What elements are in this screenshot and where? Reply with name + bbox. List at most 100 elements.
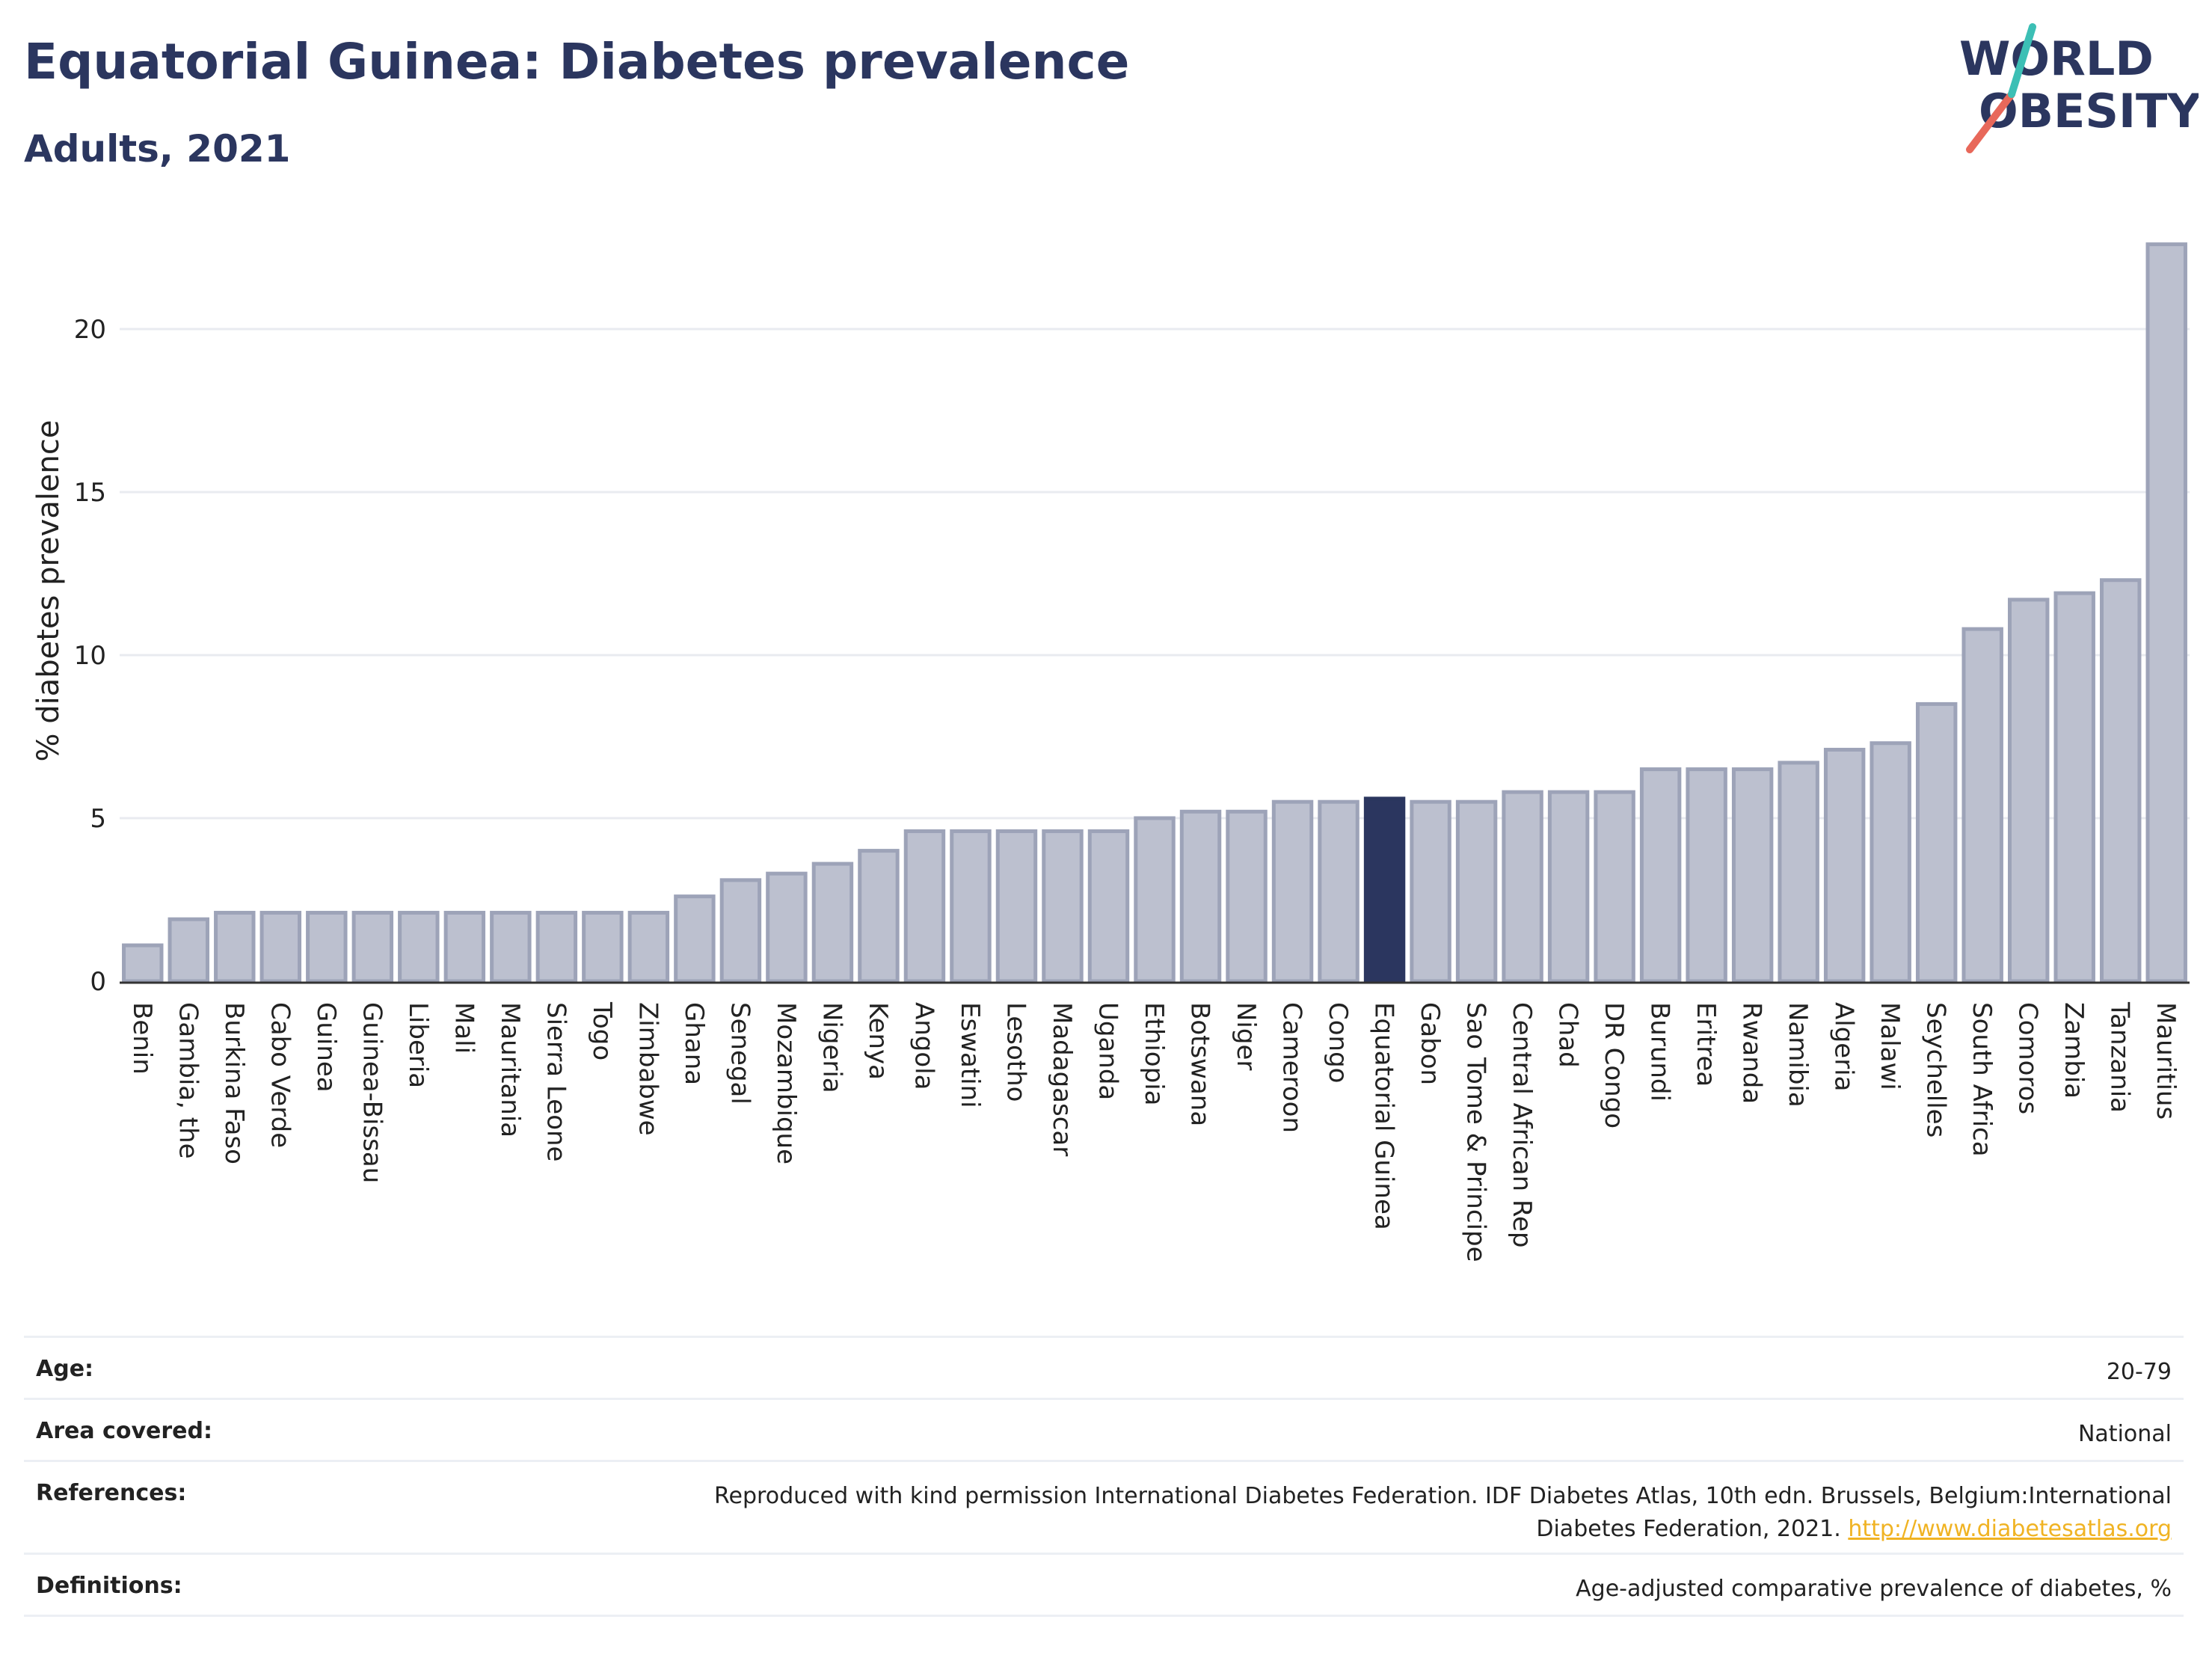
meta-value: 20-79 xyxy=(2106,1359,2172,1385)
x-tick-label: Ethiopia xyxy=(1139,1002,1169,1105)
y-tick-label: 20 xyxy=(74,315,106,345)
bar xyxy=(858,849,900,983)
x-tick-label: Cabo Verde xyxy=(265,1002,295,1148)
bars xyxy=(122,242,2187,983)
bar xyxy=(950,829,992,983)
bar xyxy=(2100,578,2142,983)
bar xyxy=(1961,627,2003,983)
references-link[interactable]: http://www.diabetesatlas.org xyxy=(1848,1516,2172,1542)
x-tick-label: Senegal xyxy=(725,1002,755,1105)
meta-label: Definitions: xyxy=(36,1573,182,1599)
x-tick-label: Togo xyxy=(587,1001,617,1060)
x-tick-label: Mali xyxy=(449,1002,479,1054)
chart-subtitle: Adults, 2021 xyxy=(24,127,291,171)
y-tick-label: 10 xyxy=(74,641,106,671)
bar xyxy=(1547,790,1590,983)
meta-label: Area covered: xyxy=(36,1418,212,1444)
x-tick-label: Mauritania xyxy=(495,1002,525,1137)
bar xyxy=(2007,598,2050,983)
bar xyxy=(582,910,624,983)
bar xyxy=(766,871,808,983)
bar xyxy=(351,910,394,983)
world-obesity-logo: WORLD OBESITY xyxy=(1959,23,2199,153)
y-tick-label: 5 xyxy=(90,804,106,834)
x-tick-label: DR Congo xyxy=(1599,1002,1629,1129)
x-tick-label: Angola xyxy=(909,1002,938,1090)
x-tick-label: Botswana xyxy=(1185,1002,1215,1126)
bar xyxy=(1915,701,1958,983)
chart-title: Equatorial Guinea: Diabetes prevalence xyxy=(24,33,1130,90)
bar xyxy=(1455,799,1498,983)
bar xyxy=(1870,741,1911,983)
x-tick-label: Namibia xyxy=(1783,1002,1813,1108)
bar xyxy=(1271,799,1314,983)
bar xyxy=(1823,747,1866,983)
x-tick-label: Tanzania xyxy=(2105,1001,2135,1113)
x-tick-label: Gambia, the xyxy=(173,1002,203,1159)
x-tick-label: Benin xyxy=(127,1002,157,1075)
bar xyxy=(719,878,762,983)
bar xyxy=(1087,829,1130,983)
x-tick-label: Gabon xyxy=(1415,1002,1445,1085)
bar-highlighted xyxy=(1363,796,1406,983)
references-text: Reproduced with kind permission Internat… xyxy=(714,1483,2172,1542)
y-axis-label: % diabetes prevalence xyxy=(31,420,66,761)
category-labels: Benin Gambia, the Burkina Faso Cabo Verde Gu… xyxy=(127,1001,2181,1262)
bar xyxy=(1410,799,1451,983)
bar-chart: 0 5 10 15 20 Benin Gambia, the Burkina Faso Cab… xyxy=(31,242,2190,1262)
meta-label: References: xyxy=(36,1480,187,1506)
bar xyxy=(168,917,209,983)
bar xyxy=(2145,242,2187,983)
x-tick-label: Equatorial Guinea xyxy=(1369,1002,1399,1230)
bar xyxy=(2053,591,2095,983)
x-tick-label: Mauritius xyxy=(2151,1002,2181,1120)
x-tick-label: Seychelles xyxy=(1921,1002,1951,1137)
meta-value: Age-adjusted comparative prevalence of d… xyxy=(1576,1576,2172,1602)
x-tick-label: Chad xyxy=(1553,1002,1583,1068)
x-tick-label: Burkina Faso xyxy=(219,1002,249,1164)
meta-row-area: Area covered: National xyxy=(24,1398,2184,1460)
bar xyxy=(1731,767,1774,983)
bar xyxy=(1134,816,1176,983)
x-tick-label: Zimbabwe xyxy=(633,1002,663,1136)
meta-row-definitions: Definitions: Age-adjusted comparative pr… xyxy=(24,1553,2184,1615)
bar xyxy=(1639,767,1682,983)
x-tick-label: Eritrea xyxy=(1691,1002,1721,1087)
bar xyxy=(995,829,1038,983)
x-tick-label: Sierra Leone xyxy=(541,1002,571,1161)
bar xyxy=(398,910,440,983)
bar xyxy=(1226,809,1268,983)
x-tick-label: Comoros xyxy=(2013,1002,2043,1114)
axes: 0 5 10 15 20 xyxy=(74,315,2190,997)
bar xyxy=(627,910,670,983)
bar xyxy=(674,894,716,983)
bar xyxy=(1686,767,1727,983)
bar xyxy=(490,910,532,983)
x-tick-label: Uganda xyxy=(1093,1002,1122,1100)
x-tick-label: Eswatini xyxy=(955,1002,985,1108)
x-tick-label: South Africa xyxy=(1967,1002,1997,1157)
bar xyxy=(1594,790,1635,983)
x-tick-label: Zambia xyxy=(2059,1002,2089,1099)
x-tick-label: Congo xyxy=(1323,1002,1353,1083)
bar xyxy=(903,829,946,983)
x-tick-label: Liberia xyxy=(403,1002,433,1088)
bar xyxy=(1318,799,1360,983)
meta-bottom-divider xyxy=(24,1615,2184,1617)
x-tick-label: Mozambique xyxy=(771,1002,801,1164)
logo-slash-red-icon xyxy=(1966,90,2015,153)
x-tick-label: Nigeria xyxy=(817,1002,847,1093)
bar xyxy=(306,910,348,983)
bar xyxy=(1778,761,1819,983)
bar xyxy=(1179,809,1222,983)
bar xyxy=(1502,790,1543,983)
x-tick-label: Madagascar xyxy=(1047,1002,1077,1156)
bar xyxy=(214,910,256,983)
x-tick-label: Rwanda xyxy=(1737,1002,1767,1104)
logo-slash-teal-icon xyxy=(2008,23,2036,98)
bar xyxy=(259,910,302,983)
logo-line1: WORLD xyxy=(1959,31,2154,86)
metadata-table: Age: 20-79 Area covered: National Refere… xyxy=(24,1336,2184,1617)
meta-label: Age: xyxy=(36,1356,94,1382)
x-tick-label: Sao Tome & Principe xyxy=(1461,1002,1491,1262)
